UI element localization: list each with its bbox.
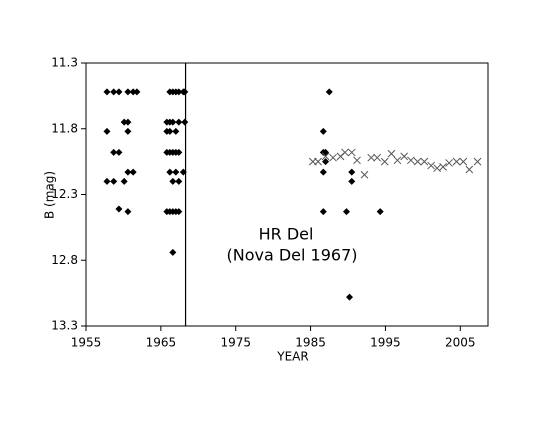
point bbox=[169, 248, 177, 256]
point bbox=[376, 208, 384, 216]
x-tick-label: 2005 bbox=[445, 336, 476, 350]
point bbox=[433, 164, 441, 173]
y-tick-label: 11.8 bbox=[51, 121, 78, 135]
point bbox=[175, 118, 183, 126]
point bbox=[103, 88, 111, 96]
point bbox=[120, 177, 128, 185]
point bbox=[427, 161, 435, 170]
point bbox=[347, 148, 356, 157]
x-axis-label: YEAR bbox=[276, 350, 308, 364]
point bbox=[360, 170, 369, 179]
point bbox=[319, 127, 327, 135]
point bbox=[175, 208, 183, 216]
plot-frame bbox=[85, 62, 489, 327]
point bbox=[175, 88, 183, 96]
point bbox=[129, 168, 137, 176]
annotation: (Nova Del 1967) bbox=[226, 246, 357, 265]
x-tick-label: 1965 bbox=[146, 336, 177, 350]
point bbox=[407, 156, 415, 165]
point bbox=[348, 168, 356, 176]
point bbox=[367, 153, 376, 162]
point bbox=[465, 165, 474, 174]
point bbox=[400, 152, 409, 161]
point bbox=[314, 157, 322, 166]
point bbox=[124, 88, 132, 96]
point bbox=[175, 177, 183, 185]
point bbox=[172, 127, 180, 135]
point bbox=[103, 177, 111, 185]
point bbox=[439, 163, 447, 171]
point bbox=[445, 159, 453, 167]
point bbox=[380, 157, 389, 166]
point bbox=[373, 153, 382, 162]
point bbox=[124, 208, 132, 216]
point bbox=[124, 127, 132, 135]
point bbox=[169, 118, 177, 126]
point bbox=[110, 148, 118, 156]
point bbox=[181, 118, 189, 126]
y-axis-label: B (mag) bbox=[43, 171, 57, 219]
point bbox=[459, 157, 468, 166]
point bbox=[166, 168, 174, 176]
point bbox=[413, 157, 422, 166]
y-tick-label: 13.3 bbox=[51, 319, 78, 333]
point bbox=[179, 168, 187, 176]
x-tick-label: 1975 bbox=[220, 336, 251, 350]
y-tick-label: 11.3 bbox=[51, 56, 78, 70]
point bbox=[172, 168, 180, 176]
point bbox=[321, 152, 330, 161]
point bbox=[110, 88, 118, 96]
point bbox=[169, 177, 177, 185]
x-tick-label: 1955 bbox=[71, 336, 102, 350]
annotation: HR Del bbox=[259, 225, 314, 244]
point bbox=[319, 168, 327, 176]
x-tick-label: 1985 bbox=[295, 336, 326, 350]
point bbox=[124, 118, 132, 126]
point bbox=[346, 293, 354, 301]
point bbox=[115, 205, 123, 213]
point bbox=[393, 156, 402, 165]
y-tick-label: 12.8 bbox=[51, 253, 78, 267]
point bbox=[322, 158, 330, 166]
point bbox=[348, 177, 356, 185]
point bbox=[329, 153, 337, 162]
point bbox=[175, 148, 183, 156]
point bbox=[115, 88, 123, 96]
point bbox=[319, 208, 327, 216]
point bbox=[124, 168, 132, 176]
point bbox=[420, 157, 429, 166]
point bbox=[341, 148, 349, 157]
point bbox=[115, 148, 123, 156]
x-tick-label: 1995 bbox=[370, 336, 401, 350]
point bbox=[166, 127, 174, 135]
point bbox=[343, 208, 351, 216]
point bbox=[353, 156, 361, 165]
y-tick-label: 12.3 bbox=[51, 187, 78, 201]
point bbox=[133, 88, 141, 96]
point bbox=[120, 118, 128, 126]
point bbox=[473, 157, 482, 166]
point bbox=[110, 177, 118, 185]
point bbox=[129, 88, 137, 96]
point bbox=[325, 88, 333, 96]
point bbox=[103, 127, 111, 135]
point bbox=[387, 149, 396, 158]
point bbox=[452, 157, 461, 166]
point bbox=[181, 88, 189, 96]
